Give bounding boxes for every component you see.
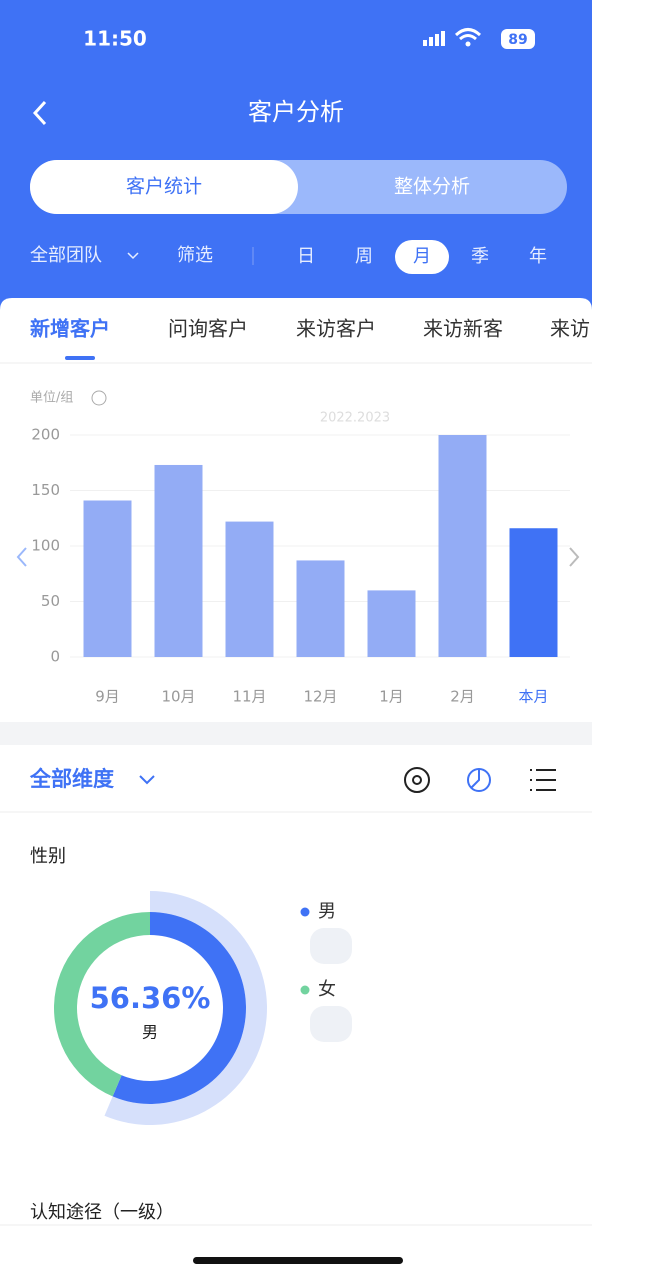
x-tick-label: 本月 <box>518 688 548 706</box>
pie-slice <box>53 912 150 1097</box>
chevron <box>127 252 139 260</box>
tab[interactable]: 问询客户 <box>168 317 248 341</box>
legend-label: 男 <box>318 901 336 922</box>
bar <box>367 590 416 657</box>
list-icon[interactable] <box>530 769 556 791</box>
x-tick-label: 1月 <box>379 688 404 706</box>
legend-label: 女 <box>318 979 336 1000</box>
pie-slice <box>112 912 246 1104</box>
chart-subtitle: 2022.2023 <box>320 411 390 426</box>
y-tick-label: 150 <box>31 481 60 499</box>
x-tick-label: 2月 <box>450 688 475 706</box>
segment-label[interactable]: 客户统计 <box>126 176 202 198</box>
section-gap <box>0 722 592 745</box>
tab[interactable]: 新增客户 <box>30 317 110 341</box>
wifi-dot <box>465 41 471 47</box>
x-tick-label: 10月 <box>161 688 195 706</box>
battery-level: 89 <box>508 32 527 48</box>
tab-underline <box>65 356 95 360</box>
legend-count-blur <box>310 928 352 964</box>
section-title: 性别 <box>30 846 66 867</box>
period-option[interactable]: 周 <box>355 246 373 267</box>
settings-icon-center <box>412 775 422 785</box>
bar <box>509 528 558 657</box>
pie-highlight-ring <box>104 891 268 1125</box>
filter-button[interactable]: 筛选 <box>177 245 213 266</box>
segment-active[interactable] <box>30 160 298 214</box>
period-option[interactable]: 年 <box>529 246 547 267</box>
next-arrow[interactable] <box>569 547 580 567</box>
dimension-select[interactable]: 全部维度 <box>29 767 114 791</box>
period-option[interactable]: 日 <box>297 246 315 267</box>
team-filter[interactable]: 全部团队 <box>30 245 102 266</box>
wifi-icon <box>454 28 482 41</box>
x-tick-label: 11月 <box>232 688 266 706</box>
help-icon[interactable] <box>91 390 107 406</box>
period-option[interactable]: 季 <box>471 246 489 267</box>
chevron <box>139 775 155 785</box>
unit-label: 单位/组 <box>30 391 73 406</box>
x-tick-label: 9月 <box>95 688 120 706</box>
settings-icon[interactable] <box>404 767 430 793</box>
page-title: 客户分析 <box>248 98 344 126</box>
home-indicator <box>193 1257 403 1264</box>
bar <box>438 435 487 657</box>
prev-arrow[interactable] <box>16 547 27 567</box>
battery <box>501 29 535 49</box>
signal-icon <box>423 31 445 46</box>
tab[interactable]: 来访 <box>550 317 590 341</box>
time: 11:50 <box>83 27 147 51</box>
bar <box>83 500 132 657</box>
y-tick-label: 0 <box>50 648 60 666</box>
segment-label[interactable]: 整体分析 <box>394 176 470 198</box>
y-tick-label: 200 <box>31 426 60 444</box>
tab[interactable]: 来访新客 <box>423 317 503 341</box>
x-tick-label: 12月 <box>303 688 337 706</box>
bar <box>225 521 274 657</box>
period-active[interactable] <box>395 240 449 274</box>
bar <box>296 560 345 657</box>
section-title: 认知途径（一级） <box>30 1202 174 1223</box>
y-tick-label: 100 <box>31 537 60 555</box>
bar <box>154 464 203 657</box>
back-button[interactable] <box>32 100 47 126</box>
y-tick-label: 50 <box>41 592 60 610</box>
pie-center-value: 56.36% <box>90 981 211 1015</box>
tab[interactable]: 来访客户 <box>296 317 376 341</box>
period-option[interactable]: 月 <box>413 246 431 267</box>
legend-count-blur <box>310 1006 352 1042</box>
pie-icon-slice <box>470 769 480 789</box>
pie-center-caption: 男 <box>142 1023 158 1042</box>
legend-dot <box>300 907 310 917</box>
legend-dot <box>300 985 310 995</box>
